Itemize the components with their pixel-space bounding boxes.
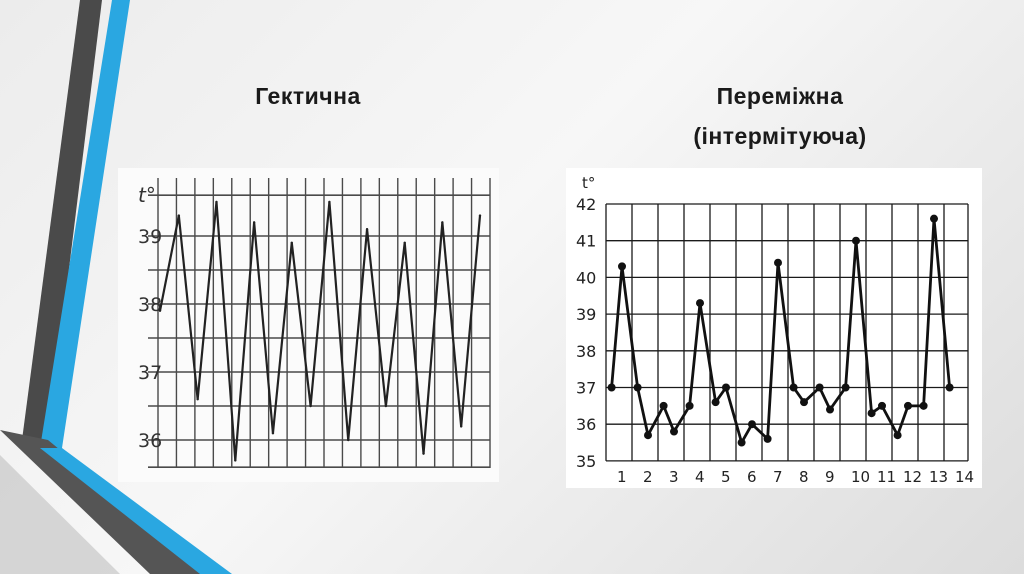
- data-point: [919, 401, 928, 410]
- y-tick-label: 38: [138, 294, 162, 316]
- title-hectic: Гектична: [255, 83, 361, 109]
- y-tick-label: 36: [138, 430, 162, 452]
- data-point: [722, 383, 730, 392]
- x-tick-label: 13: [929, 468, 948, 486]
- y-tick-label: 37: [138, 362, 162, 384]
- x-tick-label: 10: [851, 468, 870, 486]
- data-point: [867, 409, 876, 418]
- x-tick-label: 6: [747, 468, 757, 486]
- data-point: [748, 420, 756, 429]
- data-point: [618, 262, 626, 271]
- intermittent-fever-chart-panel: t° 42 41 40 39 38 37 36 35 1 2 3 4 5 6 7 8 9 10 11 12 13 14: [566, 168, 982, 488]
- data-point: [215, 200, 218, 204]
- data-point: [607, 383, 616, 392]
- data-point: [800, 398, 808, 407]
- data-point: [644, 431, 652, 440]
- data-point: [826, 405, 834, 414]
- x-tick-label: 4: [695, 468, 705, 486]
- hectic-fever-chart: t° 39 38 37 36: [138, 178, 491, 469]
- data-point: [696, 299, 704, 308]
- x-tick-label: 11: [877, 468, 896, 486]
- title-intermittent-subtitle: (інтермітуюча): [693, 123, 867, 149]
- data-point: [309, 404, 312, 408]
- x-tick-label: 9: [825, 468, 835, 486]
- decor-light-lower: [0, 455, 120, 574]
- y-axis-label: t°: [138, 183, 156, 207]
- data-point: [478, 214, 482, 217]
- data-point: [384, 404, 388, 408]
- y-tick-label: 39: [576, 305, 596, 324]
- y-tick-label: 38: [576, 342, 596, 361]
- series-line: [158, 200, 482, 462]
- decor-blue-stripe: [40, 0, 130, 448]
- decor-dark-stripe: [22, 0, 102, 440]
- x-tick-label: 1: [617, 468, 627, 486]
- x-tick-label: 12: [903, 468, 922, 486]
- x-tick-label: 3: [669, 468, 679, 486]
- y-tick-label: 42: [576, 195, 596, 214]
- data-point: [841, 383, 850, 392]
- data-point: [659, 401, 668, 410]
- data-point: [774, 258, 782, 267]
- data-point: [422, 452, 425, 455]
- hectic-fever-chart-panel: t° 39 38 37 36: [118, 168, 499, 482]
- x-tick-label: 14: [955, 468, 974, 486]
- x-tick-label: 2: [643, 468, 653, 486]
- data-point: [290, 241, 293, 244]
- data-point: [158, 309, 162, 312]
- y-axis-label: t°: [582, 174, 595, 192]
- data-point: [893, 431, 902, 440]
- data-point: [685, 401, 694, 410]
- data-point: [271, 432, 275, 435]
- data-point: [234, 459, 237, 462]
- data-point: [365, 228, 369, 231]
- x-tick-label: 5: [721, 468, 731, 486]
- x-tick-label: 8: [799, 468, 809, 486]
- data-point: [403, 241, 406, 244]
- data-point: [789, 383, 798, 392]
- data-point: [878, 401, 886, 410]
- data-point: [670, 427, 678, 436]
- data-point: [441, 221, 444, 224]
- data-point: [815, 383, 824, 392]
- y-tick-label: 37: [576, 379, 596, 398]
- x-tick-label: 7: [773, 468, 783, 486]
- data-point: [852, 236, 860, 245]
- data-point: [328, 200, 331, 204]
- y-tick-label: 39: [138, 226, 162, 248]
- data-point: [711, 398, 720, 407]
- data-point: [459, 425, 463, 428]
- data-point: [177, 214, 181, 217]
- data-point: [945, 383, 954, 392]
- y-tick-label: 40: [576, 268, 596, 287]
- data-point: [763, 434, 772, 443]
- decor-blue-lower: [40, 448, 232, 574]
- data-point: [347, 438, 350, 442]
- data-point: [904, 401, 912, 410]
- y-tick-label: 36: [576, 415, 596, 434]
- data-point: [633, 383, 642, 392]
- y-tick-label: 35: [576, 452, 596, 471]
- title-intermittent: Переміжна: [716, 83, 844, 109]
- data-point: [930, 214, 938, 223]
- data-point: [252, 221, 256, 224]
- data-point: [196, 398, 199, 401]
- data-point: [737, 438, 746, 447]
- y-tick-label: 41: [576, 232, 596, 251]
